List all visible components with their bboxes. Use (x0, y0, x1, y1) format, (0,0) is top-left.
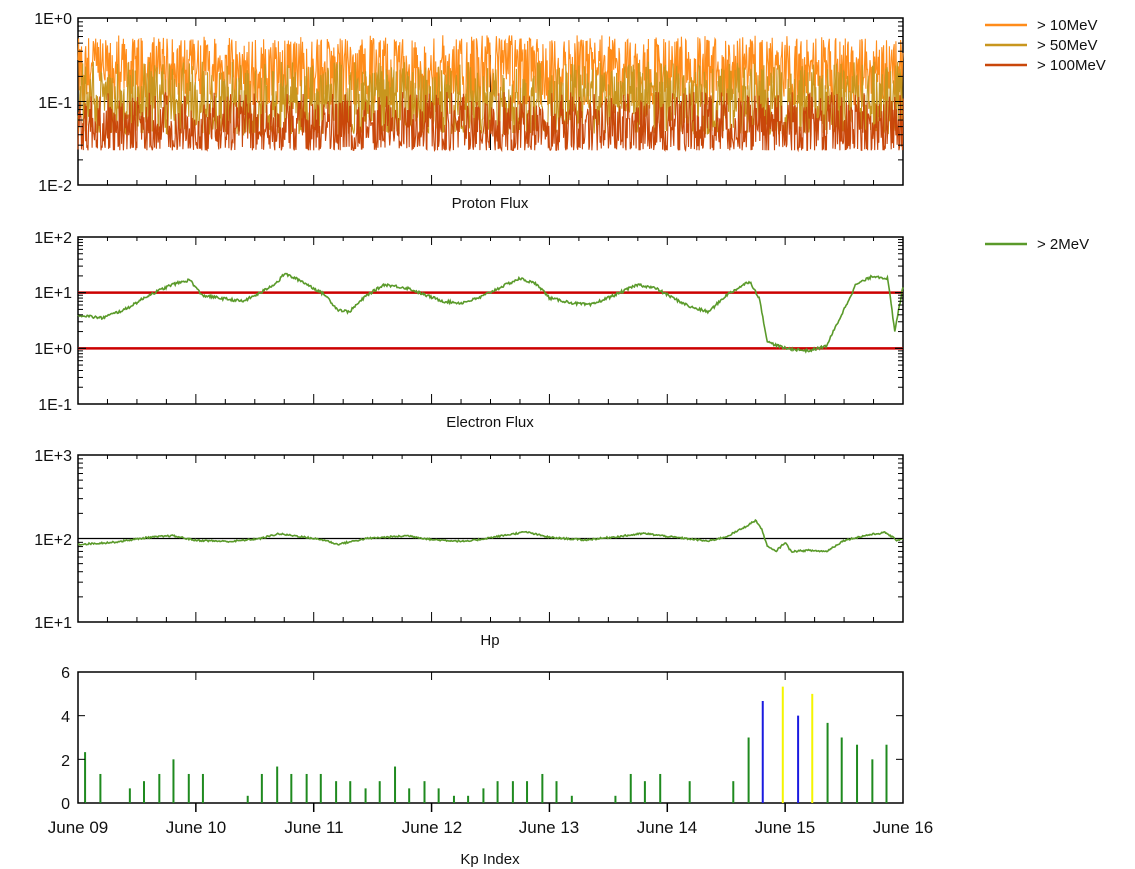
legend-label-100mev: > 100MeV (1037, 57, 1106, 74)
xtick-june-12: June 12 (402, 818, 463, 837)
kp-ytick-6: 6 (61, 665, 70, 682)
electron-legend: > 2MeV (985, 236, 1089, 253)
legend-label-2mev: > 2MeV (1037, 236, 1089, 253)
xtick-june-10: June 10 (166, 818, 227, 837)
electron-ytick-1e0: 1E+0 (34, 341, 72, 358)
proton-ytick-top: 1E+0 (34, 11, 72, 28)
kp-ytick-4: 4 (61, 709, 70, 726)
xtick-june-14: June 14 (637, 818, 698, 837)
proton-legend: > 10MeV > 50MeV > 100MeV (985, 17, 1106, 74)
xtick-june-13: June 13 (519, 818, 580, 837)
kp-ytick-2: 2 (61, 753, 70, 770)
xtick-june-15: June 15 (755, 818, 816, 837)
kp-panel-frame (77, 671, 904, 804)
proton-ytick-mid: 1E-1 (38, 95, 72, 112)
hp-series-0 (77, 518, 903, 554)
proton-series-2 (77, 91, 904, 153)
electron-series-layer (77, 272, 904, 354)
xtick-june-16: June 16 (873, 818, 934, 837)
hp-ytick-1e1: 1E+1 (34, 615, 72, 632)
legend-label-50mev: > 50MeV (1037, 37, 1097, 54)
electron-series-0 (77, 272, 904, 354)
electron-panel-frame (77, 236, 904, 405)
kp-bars-layer (84, 686, 888, 803)
kp-panel-label: Kp Index (460, 851, 520, 868)
xtick-june-11: June 11 (284, 818, 343, 837)
hp-ytick-1e2: 1E+2 (34, 532, 72, 549)
axes-layer (78, 17, 903, 812)
electron-panel-label: Electron Flux (446, 414, 534, 431)
proton-ytick-bottom: 1E-2 (38, 178, 72, 195)
electron-ytick-1e1: 1E+1 (34, 285, 72, 302)
hp-ytick-1e3: 1E+3 (34, 448, 72, 465)
hp-panel-label: Hp (480, 632, 499, 649)
electron-ytick-1e2: 1E+2 (34, 230, 72, 247)
proton-series-layer (77, 35, 904, 153)
hp-series-layer (77, 518, 903, 554)
kp-ytick-0: 0 (61, 796, 70, 813)
proton-panel-label: Proton Flux (452, 195, 529, 212)
legend-label-10mev: > 10MeV (1037, 17, 1097, 34)
electron-ytick-1em1: 1E-1 (38, 397, 72, 414)
xtick-june-09: June 09 (48, 818, 109, 837)
